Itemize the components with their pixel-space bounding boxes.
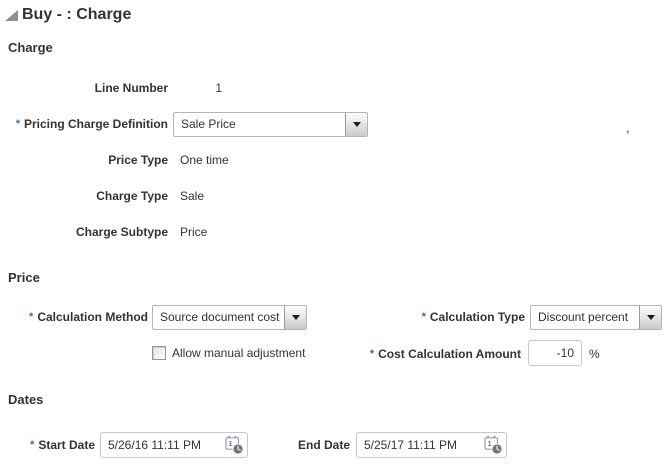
dropdown-button[interactable] bbox=[284, 306, 306, 329]
end-date-field: 1 bbox=[356, 432, 507, 458]
date-time-picker-icon[interactable]: 1 bbox=[480, 433, 506, 457]
svg-text:1: 1 bbox=[229, 441, 233, 448]
start-date-label: * Start Date bbox=[30, 438, 95, 452]
calculation-method-select[interactable]: Source document cost bbox=[152, 305, 307, 330]
dropdown-button[interactable] bbox=[639, 306, 661, 329]
percent-suffix: % bbox=[589, 347, 600, 361]
date-time-picker-icon[interactable]: 1 bbox=[221, 433, 247, 457]
required-icon: * bbox=[421, 311, 426, 323]
required-icon: * bbox=[30, 439, 35, 451]
required-icon: * bbox=[29, 311, 34, 323]
price-type-label: Price Type bbox=[108, 153, 168, 167]
allow-manual-adjustment-checkbox[interactable] bbox=[152, 346, 166, 360]
pricing-charge-definition-select[interactable]: Sale Price bbox=[173, 112, 368, 137]
line-number-value: 1 bbox=[215, 81, 222, 95]
calculation-type-selected-value[interactable]: Discount percent bbox=[538, 310, 629, 324]
stray-comma-text: , bbox=[626, 120, 630, 135]
dropdown-button[interactable] bbox=[345, 113, 367, 136]
page-title: Buy - : Charge bbox=[22, 6, 132, 23]
section-heading-dates: Dates bbox=[8, 392, 44, 407]
calculation-type-label: * Calculation Type bbox=[421, 310, 525, 324]
section-heading-charge: Charge bbox=[8, 40, 53, 55]
cost-calculation-amount-label: * Cost Calculation Amount bbox=[369, 347, 521, 361]
charge-type-label: Charge Type bbox=[96, 189, 168, 203]
end-date-input[interactable] bbox=[357, 438, 480, 452]
price-type-value: One time bbox=[180, 153, 229, 167]
start-date-field: 1 bbox=[100, 432, 248, 458]
calculation-method-selected-value[interactable]: Source document cost bbox=[160, 310, 280, 324]
collapse-triangle-icon[interactable] bbox=[5, 10, 18, 21]
calculation-type-select[interactable]: Discount percent bbox=[530, 305, 662, 330]
svg-text:1: 1 bbox=[488, 441, 492, 448]
charge-subtype-label: Charge Subtype bbox=[75, 225, 168, 239]
chevron-down-icon bbox=[291, 315, 300, 320]
charge-subtype-value: Price bbox=[180, 225, 208, 239]
pricing-charge-definition-label: * Pricing Charge Definition bbox=[15, 117, 168, 131]
required-icon: * bbox=[369, 348, 375, 360]
start-date-input[interactable] bbox=[101, 438, 221, 452]
allow-manual-adjustment-label: Allow manual adjustment bbox=[172, 346, 306, 360]
cost-calculation-amount-input[interactable] bbox=[528, 340, 582, 366]
calculation-method-label: * Calculation Method bbox=[29, 310, 148, 324]
end-date-label: End Date bbox=[297, 438, 350, 452]
required-icon: * bbox=[15, 118, 20, 130]
chevron-down-icon bbox=[352, 122, 361, 127]
pricing-charge-definition-selected-value[interactable]: Sale Price bbox=[181, 117, 236, 131]
charge-type-value: Sale bbox=[180, 189, 205, 203]
line-number-label: Line Number bbox=[94, 81, 168, 95]
chevron-down-icon bbox=[646, 315, 655, 320]
section-heading-price: Price bbox=[8, 270, 40, 285]
